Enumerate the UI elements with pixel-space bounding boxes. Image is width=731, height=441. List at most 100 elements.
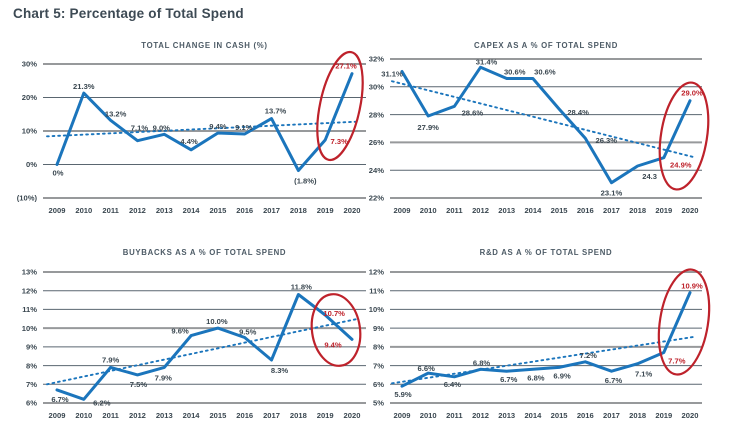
data-label: 9.0%: [153, 123, 171, 132]
y-axis-tick-label: 10%: [22, 324, 37, 333]
data-label: 6.8%: [527, 373, 545, 382]
x-axis-tick-label: 2015: [551, 411, 569, 420]
x-axis-tick-label: 2012: [129, 206, 146, 215]
trend-line: [46, 317, 359, 386]
x-axis-tick-label: 2017: [263, 411, 280, 420]
data-label: 6.7%: [500, 375, 518, 384]
x-axis-tick-label: 2013: [156, 206, 173, 215]
data-label: 28.4%: [567, 108, 589, 117]
chart-total-change-in-cash: TOTAL CHANGE IN CASH (%) 30% 20% 10% 0% (10%)…: [17, 41, 366, 215]
chart-rnd-pct-total-spend: R&D AS A % OF TOTAL SPEND 12% 11% 10% 9% 8% 7%…: [369, 248, 711, 420]
gridlines: 13% 12% 11% 10% 9% 8% 7% 6%: [22, 268, 366, 408]
y-axis-tick-label: 30%: [369, 83, 384, 92]
x-axis-tick-label: 2015: [209, 411, 227, 420]
y-axis-tick-label: 8%: [26, 361, 37, 370]
x-axis-tick-label: 2018: [629, 411, 646, 420]
chart-title: R&D AS A % OF TOTAL SPEND: [480, 248, 613, 257]
y-axis-tick-label: 13%: [22, 268, 37, 277]
data-labels: 5.9% 6.6% 6.4% 6.8% 6.7% 6.8% 6.9% 7.2% 6.7% 7.1%…: [394, 282, 703, 400]
data-labels: 6.7% 6.2% 7.9% 7.5% 7.9% 9.6% 10.0% 9.5% 8.3% 11.…: [51, 282, 345, 407]
x-axis-labels: 2009 2010 2011 2012 2013 2014 2015 2016 2017 2018…: [49, 411, 361, 420]
data-label: 10.0%: [206, 317, 228, 326]
data-label: 6.7%: [605, 376, 623, 385]
highlight-ellipse: [310, 293, 362, 367]
data-label: 9.1%: [235, 123, 253, 132]
x-axis-tick-label: 2013: [156, 411, 173, 420]
data-label: 13.7%: [265, 107, 287, 116]
trend-line: [391, 80, 697, 159]
data-label: 23.1%: [601, 189, 623, 198]
x-axis-tick-label: 2014: [524, 411, 542, 420]
y-axis-tick-label: 7%: [26, 380, 37, 389]
data-labels: 31.1% 27.9% 28.6% 31.4% 30.6% 30.6% 28.4% 26.3%…: [381, 57, 703, 197]
x-axis-tick-label: 2010: [420, 206, 437, 215]
highlight-ellipse: [658, 81, 710, 191]
data-label: 7.5%: [130, 380, 148, 389]
data-label: 7.9%: [155, 373, 173, 382]
y-axis-tick-label: (10%): [17, 194, 38, 203]
data-label: 7.1%: [131, 124, 149, 133]
x-axis-tick-label: 2012: [472, 411, 489, 420]
x-axis-tick-label: 2019: [317, 206, 334, 215]
data-label: 6.9%: [553, 371, 571, 380]
x-axis-labels: 2009 2010 2011 2012 2013 2014 2015 2016 2017 2018…: [394, 206, 699, 215]
data-label: 6.8%: [473, 358, 491, 367]
x-axis-tick-label: 2011: [102, 411, 119, 420]
x-axis-tick-label: 2009: [49, 206, 66, 215]
chart-title: TOTAL CHANGE IN CASH (%): [141, 41, 267, 50]
x-axis-tick-label: 2020: [344, 206, 361, 215]
x-axis-tick-label: 2017: [603, 411, 620, 420]
data-label: 27.9%: [417, 123, 439, 132]
y-axis-tick-label: 10%: [369, 305, 384, 314]
x-axis-tick-label: 2009: [394, 411, 411, 420]
x-axis-tick-label: 2017: [263, 206, 280, 215]
data-label-highlighted: 10.7%: [323, 309, 345, 318]
x-axis-tick-label: 2019: [655, 206, 672, 215]
y-axis-tick-label: 32%: [369, 55, 384, 64]
y-axis-tick-label: 8%: [373, 343, 384, 352]
x-axis-tick-label: 2015: [551, 206, 569, 215]
data-label: 31.1%: [381, 70, 403, 79]
data-label: 9.5%: [239, 328, 257, 337]
x-axis-tick-label: 2014: [524, 206, 542, 215]
gridlines: 32% 30% 28% 26% 24% 22%: [369, 55, 702, 203]
y-axis-tick-label: 9%: [373, 324, 384, 333]
data-label-highlighted: 7.3%: [331, 137, 349, 146]
data-label-highlighted: 27.1%: [335, 62, 357, 71]
x-axis-tick-label: 2015: [209, 206, 227, 215]
y-axis-tick-label: 10%: [22, 127, 37, 136]
data-label-highlighted: 24.9%: [670, 161, 692, 170]
y-axis-tick-label: 9%: [26, 343, 37, 352]
x-axis-tick-label: 2011: [446, 206, 463, 215]
x-axis-tick-label: 2013: [498, 206, 515, 215]
data-series-line: [55, 72, 354, 172]
data-series-line: [55, 293, 354, 401]
y-axis-tick-label: 26%: [369, 138, 384, 147]
figure-title: Chart 5: Percentage of Total Spend: [13, 6, 244, 21]
data-label: 7.2%: [580, 351, 598, 360]
data-label: 7.9%: [102, 355, 120, 364]
y-axis-tick-label: 11%: [369, 286, 384, 295]
trend-line: [46, 120, 359, 138]
y-axis-tick-label: 12%: [369, 268, 384, 277]
data-label: (1.8%): [294, 177, 317, 186]
x-axis-tick-label: 2020: [682, 411, 699, 420]
x-axis-tick-label: 2020: [682, 206, 699, 215]
data-label: 9.6%: [171, 327, 189, 336]
x-axis-tick-label: 2019: [655, 411, 672, 420]
x-axis-tick-label: 2011: [446, 411, 463, 420]
gridlines: 12% 11% 10% 9% 8% 7% 6% 5%: [369, 268, 702, 408]
x-axis-tick-label: 2018: [629, 206, 646, 215]
highlight-ellipse: [657, 268, 711, 376]
chart-title: CAPEX AS A % OF TOTAL SPEND: [474, 41, 618, 50]
data-label: 4.4%: [180, 137, 198, 146]
chart-capex-pct-total-spend: CAPEX AS A % OF TOTAL SPEND 32% 30% 28% 26% 2…: [369, 41, 710, 215]
data-label: 30.6%: [504, 67, 526, 76]
x-axis-tick-label: 2012: [129, 411, 146, 420]
data-series-line: [400, 65, 692, 185]
x-axis-tick-label: 2010: [75, 206, 92, 215]
data-label: 7.1%: [635, 370, 653, 379]
data-label-highlighted: 7.7%: [668, 356, 686, 365]
